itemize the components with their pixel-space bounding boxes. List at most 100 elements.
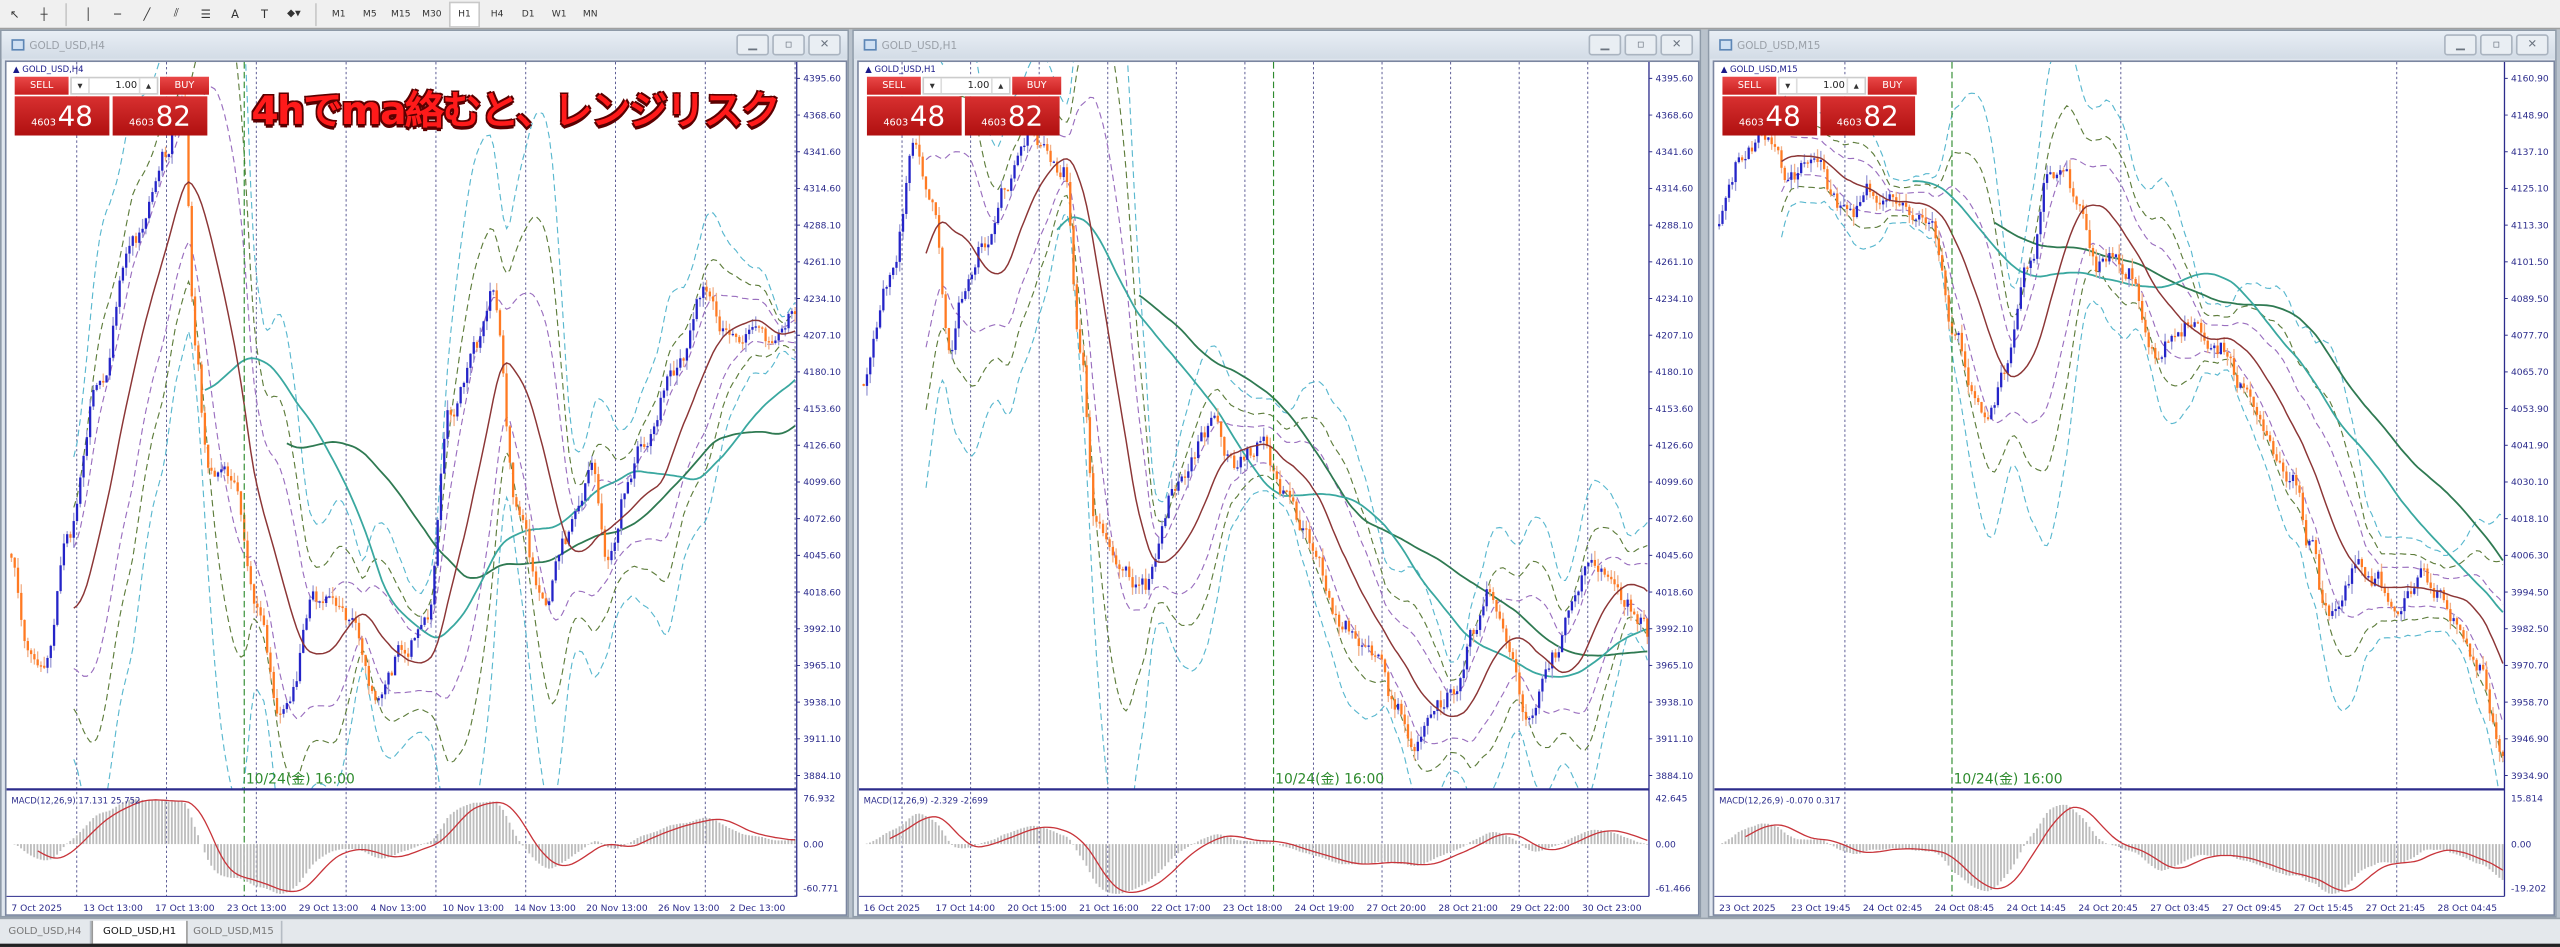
collapse-triangle-icon[interactable]: ▲	[865, 65, 872, 75]
minimize-icon[interactable]: ▁	[2444, 34, 2477, 55]
price-label: 4180.10	[803, 368, 841, 378]
moving-average-fast	[1782, 156, 2503, 664]
buy-price-button[interactable]: 4603 82	[1820, 96, 1915, 135]
candle-bull	[1476, 630, 1478, 634]
lot-decrease-icon[interactable]: ▼	[72, 78, 90, 93]
buy-price-button[interactable]: 4603 82	[965, 96, 1060, 135]
buy-price-button[interactable]: 4603 82	[113, 96, 208, 135]
horizontal-line-icon[interactable]: ─	[104, 2, 130, 25]
time-label: 20 Oct 15:00	[1007, 904, 1067, 914]
chart-window-titlebar[interactable]: GOLD_USD,H4 ▁ ▫ ✕	[2, 31, 848, 59]
price-label: 3938.10	[803, 698, 841, 708]
period-mn-button[interactable]: MN	[576, 2, 604, 25]
sell-button[interactable]: SELL	[867, 77, 921, 95]
chart-window-titlebar[interactable]: GOLD_USD,H1 ▁ ▫ ✕	[854, 31, 1700, 59]
macd-histogram-bar	[1590, 830, 1592, 844]
macd-histogram-bar	[908, 818, 910, 844]
chart-svg[interactable]: 10/24(金) 16:004160.904148.904137.104125.…	[1714, 62, 2553, 914]
close-icon[interactable]: ✕	[2516, 34, 2549, 55]
macd-histogram-bar	[623, 844, 625, 845]
lot-size-input[interactable]: 1.00	[1823, 78, 1845, 94]
equidistant-channel-icon[interactable]: ⫽	[163, 2, 189, 25]
minimize-icon[interactable]: ▁	[736, 34, 769, 55]
minimize-icon[interactable]: ▁	[1589, 34, 1622, 55]
lot-decrease-icon[interactable]: ▼	[924, 78, 942, 93]
chart-tab[interactable]: GOLD_USD,H4	[0, 921, 91, 944]
candle-bear	[1390, 696, 1392, 699]
buy-button[interactable]: BUY	[160, 77, 209, 95]
sell-price-button[interactable]: 4603 48	[15, 96, 110, 135]
lot-increase-icon[interactable]: ▲	[139, 78, 157, 93]
maximize-icon[interactable]: ▫	[2480, 34, 2513, 55]
buy-button[interactable]: BUY	[1012, 77, 1061, 95]
collapse-triangle-icon[interactable]: ▲	[1721, 65, 1728, 75]
macd-histogram-bar	[2089, 827, 2091, 844]
lot-decrease-icon[interactable]: ▼	[1780, 78, 1798, 93]
macd-histogram-bar	[446, 818, 448, 844]
macd-histogram-bar	[2298, 844, 2300, 876]
lot-size-stepper[interactable]: ▼ 1.00 ▲	[70, 77, 158, 95]
lot-size-input[interactable]: 1.00	[115, 78, 137, 94]
text-icon[interactable]: A	[222, 2, 248, 25]
sell-price-button[interactable]: 4603 48	[867, 96, 962, 135]
period-m1-button[interactable]: M1	[325, 2, 353, 25]
maximize-icon[interactable]: ▫	[772, 34, 805, 55]
period-m30-button[interactable]: M30	[418, 2, 446, 25]
macd-histogram-bar	[712, 819, 714, 844]
lot-increase-icon[interactable]: ▲	[991, 78, 1009, 93]
lot-size-stepper[interactable]: ▼ 1.00 ▲	[1778, 77, 1866, 95]
vertical-line-icon[interactable]: │	[75, 2, 101, 25]
candle-bull	[787, 314, 789, 328]
candle-bear	[1984, 413, 1986, 418]
candle-bull	[679, 358, 681, 367]
cursor-arrow-icon[interactable]: ↖	[2, 2, 28, 25]
maximize-icon[interactable]: ▫	[1624, 34, 1657, 55]
lot-size-input[interactable]: 1.00	[968, 78, 990, 94]
macd-histogram-bar	[2312, 844, 2314, 883]
chart-tab[interactable]: GOLD_USD,M15	[186, 921, 282, 944]
crosshair-icon[interactable]: ┼	[31, 2, 57, 25]
lot-size-stepper[interactable]: ▼ 1.00 ▲	[922, 77, 1010, 95]
period-m15-button[interactable]: M15	[387, 2, 415, 25]
collapse-triangle-icon[interactable]: ▲	[13, 65, 20, 75]
candle-bear	[1217, 416, 1219, 422]
macd-histogram-bar	[768, 839, 770, 844]
candle-bear	[2167, 341, 2169, 342]
sell-button[interactable]: SELL	[1722, 77, 1776, 95]
period-m5-button[interactable]: M5	[356, 2, 384, 25]
period-d1-button[interactable]: D1	[514, 2, 542, 25]
macd-histogram-bar	[1508, 837, 1510, 844]
period-w1-button[interactable]: W1	[545, 2, 573, 25]
candle-bear	[528, 529, 530, 558]
time-marker-label: 10/24(金) 16:00	[1275, 772, 1384, 788]
period-h1-button[interactable]: H1	[449, 1, 480, 27]
macd-histogram-bar	[1486, 834, 1488, 844]
arrows-dropdown-icon[interactable]: ⬥▾	[281, 2, 307, 25]
candle-bear	[1489, 589, 1491, 592]
fibonacci-icon[interactable]: ☰	[193, 2, 219, 25]
text-label-icon[interactable]: T	[251, 2, 277, 25]
close-icon[interactable]: ✕	[1660, 34, 1693, 55]
buy-button[interactable]: BUY	[1868, 77, 1917, 95]
candle-bear	[1895, 197, 1897, 203]
macd-histogram-bar	[1839, 844, 1841, 850]
macd-histogram-bar	[951, 844, 953, 845]
sell-button[interactable]: SELL	[15, 77, 69, 95]
chart-svg[interactable]: 10/24(金) 16:004395.604368.604341.604314.…	[859, 62, 1698, 914]
period-h4-button[interactable]: H4	[483, 2, 511, 25]
chart-tab[interactable]: GOLD_USD,H1	[91, 921, 187, 945]
candle-bull	[630, 479, 632, 483]
chart-window-titlebar[interactable]: GOLD_USD,M15 ▁ ▫ ✕	[1709, 31, 2555, 59]
close-icon[interactable]: ✕	[808, 34, 841, 55]
lot-increase-icon[interactable]: ▲	[1847, 78, 1865, 93]
macd-histogram-bar	[1338, 844, 1340, 863]
trendline-icon[interactable]: ╱	[134, 2, 160, 25]
sell-price-button[interactable]: 4603 48	[1722, 96, 1817, 135]
chart-svg[interactable]: 10/24(金) 16:004395.604368.604341.604314.…	[7, 62, 846, 914]
